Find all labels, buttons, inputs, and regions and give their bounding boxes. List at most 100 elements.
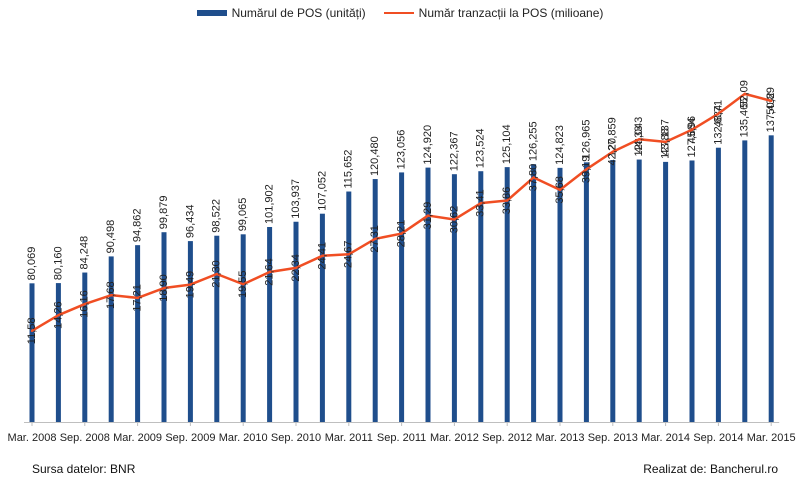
line-point-transactions bbox=[611, 150, 614, 153]
bar-pos-count bbox=[742, 140, 748, 422]
legend-swatch-bar bbox=[196, 10, 227, 16]
bar-pos-count bbox=[768, 135, 774, 422]
bar-value-label: 115,652 bbox=[343, 150, 355, 189]
bar-value-label: 80,160 bbox=[52, 246, 64, 280]
line-value-label: 24,41 bbox=[316, 242, 328, 270]
source-note: Sursa datelor: BNR bbox=[32, 462, 136, 476]
bar-value-label: 122,367 bbox=[448, 131, 460, 171]
legend-swatch-line bbox=[383, 12, 414, 14]
line-point-transactions bbox=[215, 272, 218, 276]
bar-value-label: 103,937 bbox=[290, 179, 302, 219]
line-point-transactions bbox=[83, 302, 87, 306]
line-value-label: 43,88 bbox=[660, 128, 672, 156]
line-point-transactions bbox=[479, 201, 482, 205]
line-point-transactions bbox=[294, 266, 298, 270]
bar-pos-count bbox=[425, 167, 431, 422]
bar-pos-count bbox=[293, 221, 299, 422]
bar-pos-count bbox=[478, 171, 484, 422]
bar-value-label: 99,879 bbox=[158, 196, 170, 230]
bar-pos-count bbox=[319, 213, 325, 422]
line-point-transactions bbox=[189, 283, 192, 286]
legend: Numărul de POS (unități) Număr tranzacți… bbox=[0, 6, 800, 20]
line-point-transactions bbox=[770, 99, 773, 103]
line-value-label: 18,90 bbox=[158, 274, 170, 302]
bar-value-label: 107,052 bbox=[316, 171, 328, 211]
x-tick-label: Sep. 2009 bbox=[165, 432, 215, 444]
line-point-transactions bbox=[585, 168, 588, 171]
line-value-label: 33,41 bbox=[475, 189, 487, 217]
line-point-transactions bbox=[558, 188, 562, 192]
bar-pos-count bbox=[636, 159, 642, 422]
x-tick-label: Sep. 2011 bbox=[377, 432, 426, 444]
bar-pos-count bbox=[689, 160, 695, 422]
bar-value-label: 128,043 bbox=[633, 117, 645, 157]
line-point-transactions bbox=[110, 293, 113, 297]
line-point-transactions bbox=[136, 296, 139, 300]
x-tick-label: Mar. 2011 bbox=[325, 432, 373, 444]
legend-label-pos-count: Numărul de POS (unități) bbox=[231, 6, 366, 20]
line-point-transactions bbox=[690, 128, 694, 131]
line-point-transactions bbox=[743, 92, 746, 96]
bar-value-label: 123,056 bbox=[396, 130, 408, 170]
bar-pos-count bbox=[346, 191, 352, 422]
line-value-label: 35,68 bbox=[554, 176, 566, 204]
bar-pos-count bbox=[663, 161, 669, 422]
legend-item-transactions: Număr tranzacții la POS (milioane) bbox=[383, 6, 603, 20]
bar-value-label: 84,248 bbox=[79, 236, 91, 270]
line-point-transactions bbox=[242, 283, 245, 286]
bar-value-label: 80,069 bbox=[26, 247, 38, 281]
bar-value-label: 124,920 bbox=[422, 125, 434, 165]
line-value-label: 45,96 bbox=[686, 116, 698, 144]
line-point-transactions bbox=[30, 329, 34, 333]
bar-value-label: 101,902 bbox=[264, 184, 276, 224]
bar-pos-count bbox=[82, 272, 88, 422]
bar-value-label: 127,137 bbox=[660, 119, 672, 159]
x-tick-label: Sep. 2012 bbox=[482, 432, 532, 444]
line-point-transactions bbox=[638, 138, 641, 141]
line-value-label: 42,20 bbox=[607, 138, 619, 166]
line-point-transactions bbox=[374, 237, 377, 241]
bar-pos-count bbox=[557, 167, 563, 422]
bar-pos-count bbox=[240, 234, 246, 422]
bar-pos-count bbox=[372, 179, 378, 422]
line-value-label: 21,64 bbox=[264, 258, 276, 286]
bar-pos-count bbox=[29, 283, 35, 422]
bar-pos-count bbox=[451, 174, 457, 422]
line-value-label: 28,21 bbox=[396, 220, 408, 248]
line-value-label: 39,19 bbox=[580, 156, 592, 184]
line-value-label: 30,62 bbox=[448, 206, 460, 234]
line-point-transactions bbox=[268, 270, 271, 274]
line-value-label: 11,58 bbox=[26, 317, 38, 344]
line-point-transactions bbox=[347, 253, 350, 256]
bar-pos-count bbox=[187, 241, 193, 422]
bar-pos-count bbox=[161, 232, 167, 422]
line-value-label: 44,33 bbox=[633, 126, 645, 154]
bar-pos-count bbox=[214, 235, 220, 422]
bar-value-label: 137,432 bbox=[765, 93, 777, 133]
bar-value-label: 98,522 bbox=[211, 199, 223, 233]
x-tick-label: Mar. 2012 bbox=[430, 432, 479, 444]
bar-pos-count bbox=[610, 160, 616, 422]
bar-pos-count bbox=[108, 256, 114, 422]
x-tick-label: Mar. 2014 bbox=[641, 432, 690, 444]
x-tick-label: Sep. 2014 bbox=[693, 432, 743, 444]
bar-pos-count bbox=[715, 147, 721, 422]
author-note: Realizat de: Bancherul.ro bbox=[643, 462, 778, 476]
bar-value-label: 125,104 bbox=[501, 124, 513, 164]
line-value-label: 27,31 bbox=[369, 225, 381, 253]
line-value-label: 52,09 bbox=[739, 80, 751, 108]
bar-value-label: 126,255 bbox=[528, 121, 540, 161]
line-value-label: 50,89 bbox=[765, 87, 777, 115]
bar-value-label: 120,480 bbox=[369, 136, 381, 176]
line-value-label: 33,86 bbox=[501, 187, 513, 215]
bar-value-label: 96,434 bbox=[184, 204, 196, 238]
x-tick-label: Sep. 2010 bbox=[271, 432, 321, 444]
bar-pos-count bbox=[135, 245, 141, 422]
line-point-transactions bbox=[162, 286, 166, 290]
x-tick-label: Mar. 2009 bbox=[113, 432, 162, 444]
line-value-label: 17,68 bbox=[105, 281, 117, 309]
bar-value-label: 124,823 bbox=[554, 125, 566, 165]
line-point-transactions bbox=[664, 140, 667, 144]
line-value-label: 24,67 bbox=[343, 241, 355, 269]
